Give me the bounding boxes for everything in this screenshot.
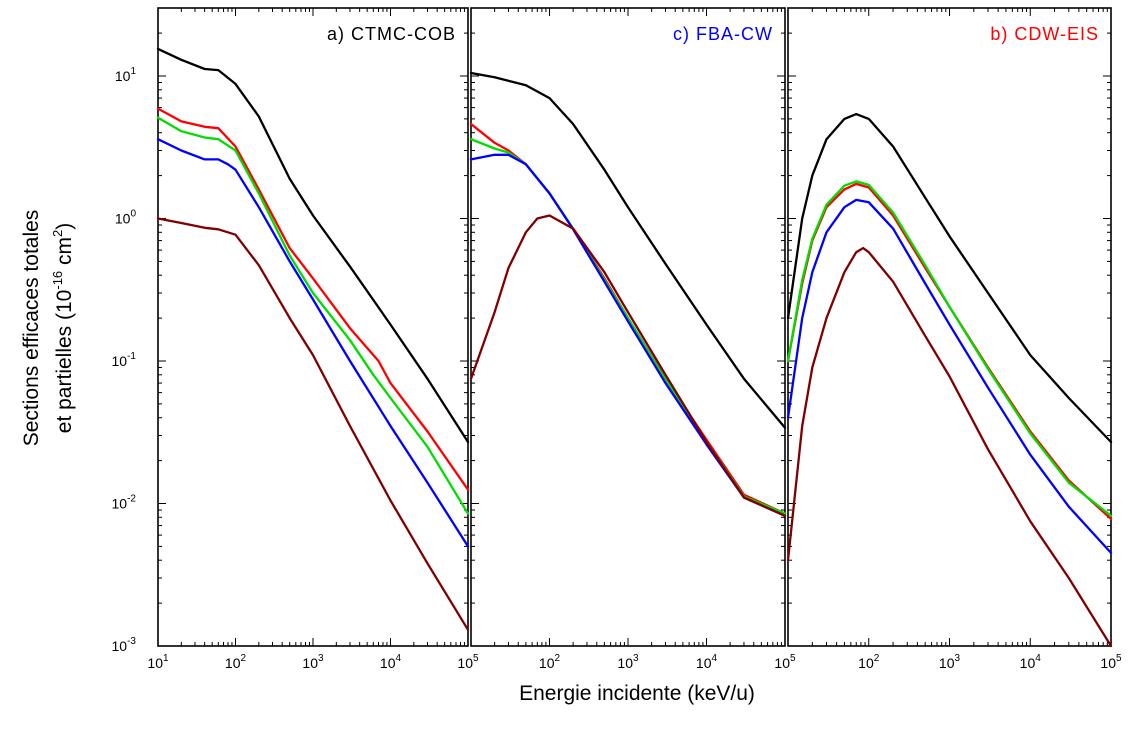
x-tick-label: 104 [380, 653, 402, 671]
x-tick-label: 101 [147, 653, 169, 671]
y-tick-label: 10-3 [112, 636, 137, 654]
y-axis-label-exp: -16 [50, 271, 65, 290]
x-tick-label: 105 [1100, 653, 1122, 671]
series-line-1 [786, 112, 1113, 444]
y-tick-label: 10-1 [112, 351, 137, 369]
chart-panels: 101 102 103 104 105 10-3 10-2 10-1 100 101 a) CTMC… [112, 7, 1122, 671]
plot-frame [157, 7, 469, 647]
x-tick-label: 102 [539, 653, 561, 671]
x-tick-label: 105 [774, 653, 796, 671]
series-line-5 [469, 214, 787, 517]
x-tick-label: 104 [1020, 653, 1042, 671]
series-group [786, 112, 1113, 648]
y-tick-label: 100 [115, 208, 137, 226]
x-tick-label: 102 [858, 653, 880, 671]
series-line-3 [156, 116, 470, 515]
series-line-4 [786, 198, 1113, 555]
y-axis-label-prefix: et partielles (10 [53, 290, 76, 434]
series-line-4 [156, 138, 470, 548]
series-line-5 [786, 246, 1113, 648]
series-group [469, 71, 787, 517]
panel-title: c) FBA-CW [673, 24, 773, 44]
x-tick-label: 102 [225, 653, 247, 671]
panel-title: a) CTMC-COB [327, 24, 456, 44]
series-line-3 [469, 138, 787, 515]
x-tick-label: 105 [457, 653, 479, 671]
x-axis-label: Energie incidente (keV/u) [519, 682, 755, 705]
y-axis-label-line1: Sections efficaces totales [20, 210, 43, 447]
series-group [156, 47, 470, 631]
y-axis-label-mid: cm [53, 237, 76, 271]
y-tick-label: 101 [115, 66, 137, 84]
series-line-1 [156, 47, 470, 444]
series-line-3 [786, 180, 1113, 517]
panel-title: b) CDW-EIS [990, 24, 1099, 44]
x-tick-label: 103 [302, 653, 324, 671]
y-tick-label: 10-2 [112, 493, 137, 511]
x-tick-label: 103 [939, 653, 961, 671]
chart-panel-3: 102 103 104 105 b) CDW-EIS [786, 7, 1122, 671]
y-axis-label-line2: et partielles (10-16 cm2) [50, 223, 76, 433]
y-axis-label: Sections efficaces totales et partielles… [20, 210, 76, 447]
series-line-1 [469, 71, 787, 429]
x-tick-label: 103 [617, 653, 639, 671]
chart-panel-1: 101 102 103 104 105 10-3 10-2 10-1 100 101 a) CTMC… [112, 7, 479, 671]
chart-panel-2: 102 103 104 105 c) FBA-CW [469, 7, 796, 671]
x-tick-label: 104 [696, 653, 718, 671]
plot-frame [787, 7, 1112, 647]
y-axis-label-suffix: ) [53, 223, 76, 230]
y-axis-label-exp2: 2 [50, 230, 65, 237]
series-line-2 [156, 107, 470, 491]
plot-frame [470, 7, 786, 647]
series-line-5 [156, 217, 470, 631]
